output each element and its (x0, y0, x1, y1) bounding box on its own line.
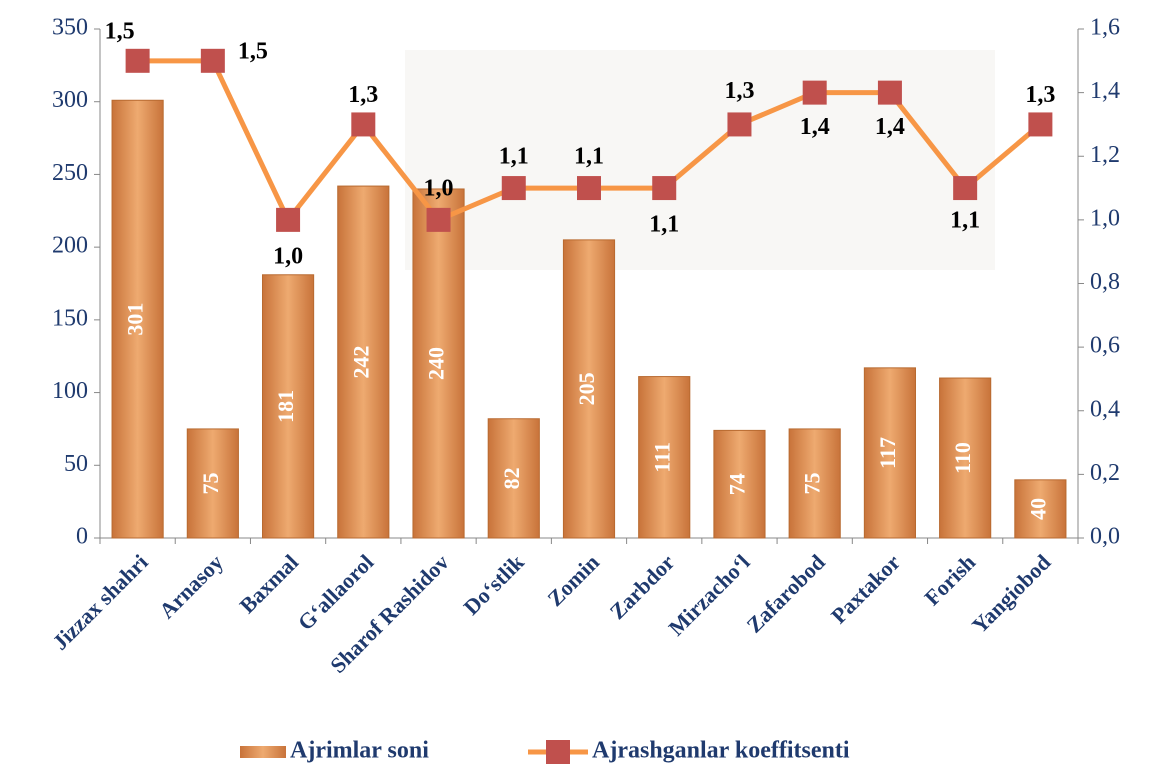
x-tick-label: Jizzax shahri (47, 549, 152, 654)
legend-swatch (240, 746, 286, 758)
bar-label: 40 (1025, 498, 1050, 520)
line-marker (652, 176, 677, 201)
x-tick-label: Zomin (542, 549, 604, 611)
y2-tick-label: 0,4 (1090, 396, 1120, 422)
y2-tick-label: 1,0 (1090, 205, 1120, 231)
bar-label: 181 (273, 390, 298, 423)
line-marker (802, 80, 827, 105)
bar-label: 242 (348, 346, 373, 379)
line-label: 1,0 (273, 243, 303, 269)
bar (562, 239, 616, 539)
y2-tick-label: 0,6 (1090, 333, 1120, 359)
bar-label: 117 (875, 437, 900, 469)
bar (186, 428, 239, 539)
y-tick-label: 250 (52, 160, 88, 186)
bar (939, 377, 992, 539)
y-tick-label: 300 (52, 87, 88, 113)
bar-label: 74 (725, 473, 750, 495)
x-tick-label: Mirzacho‘l (663, 549, 754, 640)
bar (1014, 479, 1067, 539)
line-label: 1,0 (424, 175, 454, 201)
x-tick-label: Forish (919, 549, 980, 610)
line-marker (501, 176, 526, 201)
bar-label: 82 (499, 467, 524, 489)
legend-marker (546, 740, 570, 764)
bar-label: 75 (800, 472, 825, 494)
line-label: 1,4 (875, 114, 905, 140)
bar-label: 301 (123, 303, 148, 336)
y-tick-label: 200 (52, 233, 88, 259)
bar (412, 188, 465, 539)
y-tick-label: 0 (76, 524, 88, 550)
bar (261, 274, 315, 539)
x-tick-label: Zafarobod (742, 549, 830, 637)
bar-label: 205 (574, 372, 599, 405)
y-tick-label: 350 (52, 15, 88, 41)
y-tick-label: 50 (64, 451, 88, 477)
line-marker (1028, 112, 1053, 137)
y-tick-label: 150 (52, 305, 88, 331)
line-label: 1,4 (800, 114, 830, 140)
y2-tick-label: 1,6 (1090, 15, 1120, 41)
bar-label: 111 (649, 442, 674, 473)
bar (337, 185, 390, 539)
x-tick-label: Yangiobod (967, 549, 1056, 638)
line-label: 1,1 (574, 144, 604, 170)
line-marker (727, 112, 752, 137)
bar (788, 428, 841, 539)
bar-label: 110 (950, 442, 975, 474)
line-label: 1,1 (649, 212, 679, 238)
legend-label: Ajrimlar soni (290, 738, 429, 764)
y2-tick-label: 0,2 (1090, 460, 1120, 486)
line-label: 1,5 (238, 38, 268, 64)
line-label: 1,1 (950, 208, 980, 234)
y-tick-label: 100 (52, 378, 88, 404)
line-marker (125, 48, 150, 73)
x-tick-label: Paxtakor (826, 549, 905, 628)
line-marker (426, 207, 451, 232)
bar (713, 429, 766, 539)
line-label: 1,3 (1025, 82, 1055, 108)
line-label: 1,5 (105, 18, 135, 44)
y2-tick-label: 0,8 (1090, 269, 1120, 295)
bar (111, 99, 164, 539)
y2-tick-label: 0,0 (1090, 524, 1120, 550)
line-marker (877, 80, 902, 105)
line-label: 1,3 (348, 82, 378, 108)
bar (863, 367, 917, 539)
legend-label: Ajrashganlar koeffitsenti (592, 738, 850, 764)
bar-label: 240 (424, 347, 449, 380)
x-tick-label: Do‘stlik (458, 549, 529, 620)
y2-tick-label: 1,4 (1090, 78, 1120, 104)
line-marker (200, 48, 225, 73)
line-marker (276, 207, 301, 232)
x-tick-label: Baxmal (235, 549, 304, 618)
x-tick-label: Arnasoy (154, 549, 228, 623)
line-label: 1,1 (499, 144, 529, 170)
line-marker (953, 176, 978, 201)
line-marker (351, 112, 376, 137)
y2-tick-label: 1,2 (1090, 142, 1120, 168)
x-tick-label: Zarbdor (605, 549, 680, 624)
bar (638, 376, 691, 539)
bar (487, 418, 540, 539)
line-label: 1,3 (724, 78, 754, 104)
bar-label: 75 (198, 472, 223, 494)
line-marker (577, 176, 601, 201)
